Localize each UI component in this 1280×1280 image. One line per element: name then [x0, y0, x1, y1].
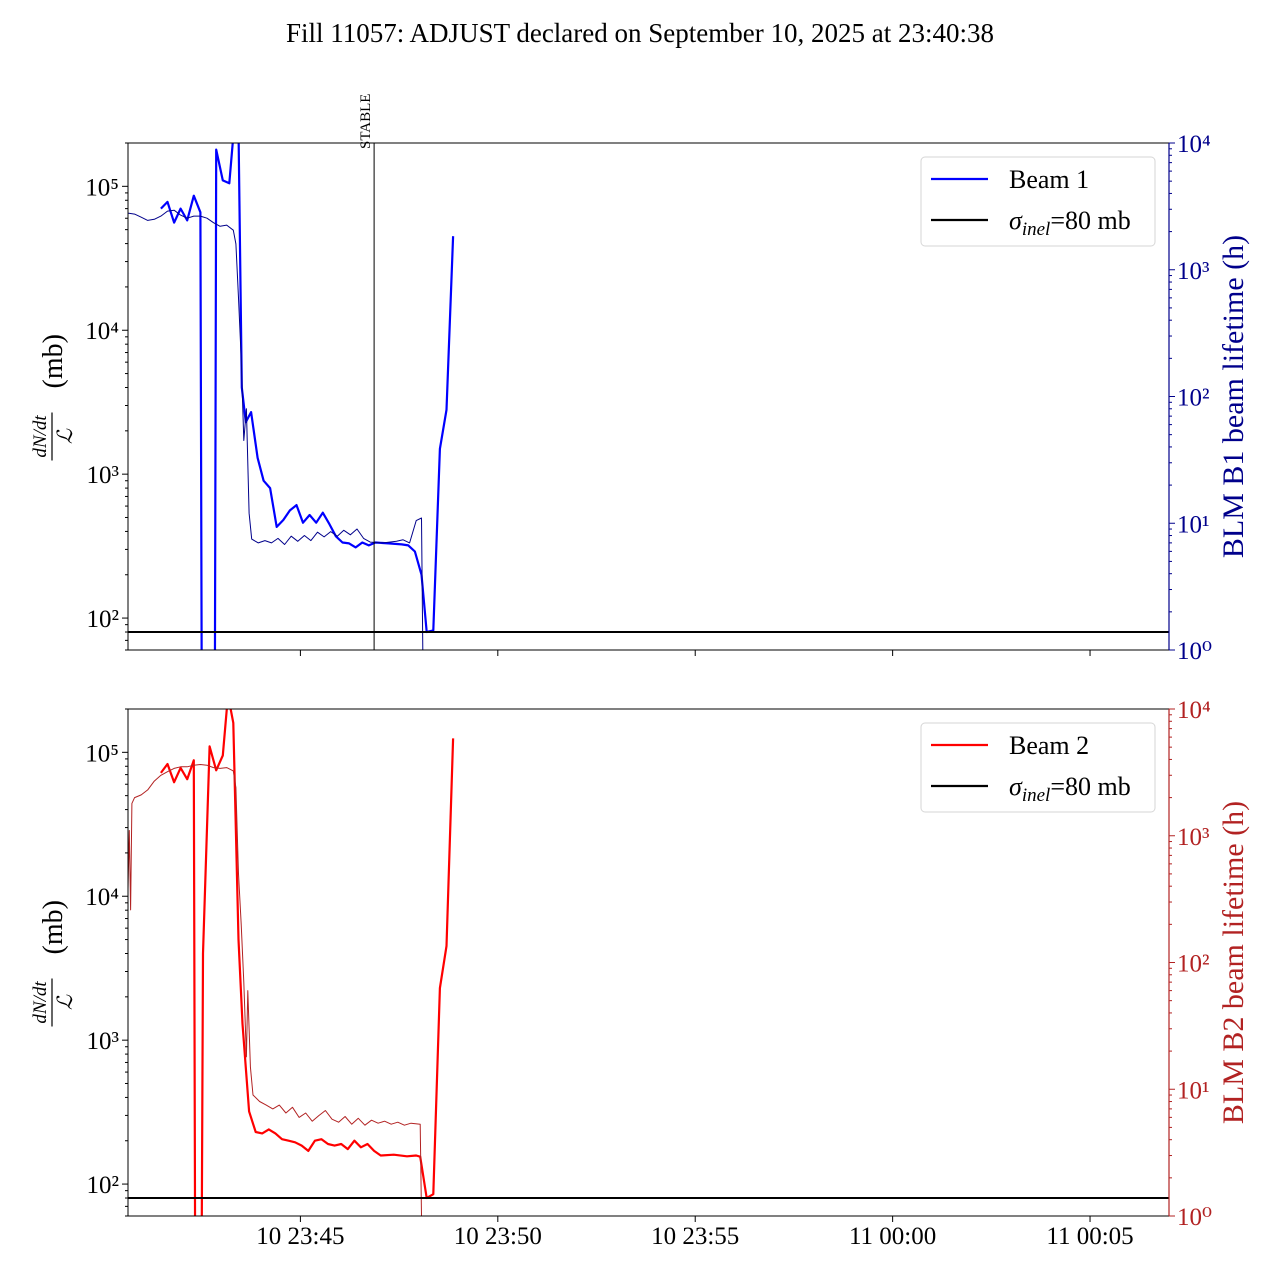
x-tick-label: 10 23:55: [651, 1223, 739, 1250]
lifetime-line-2: [128, 764, 422, 1216]
y2-tick-label: 10⁴: [1177, 131, 1211, 158]
legend-label: Beam 2: [1009, 731, 1089, 760]
x-tick-label: 10 23:50: [454, 1223, 542, 1250]
y-label-numerator: dN/dt: [30, 415, 51, 458]
lifetime-line-1: [128, 209, 424, 650]
y2-tick-label: 10⁴: [1177, 697, 1211, 724]
y2-tick-label: 10⁰: [1177, 638, 1212, 665]
y-label-unit: (mb): [38, 334, 69, 388]
legend-label: Beam 1: [1009, 165, 1089, 194]
y2-axis-label: BLM B2 beam lifetime (h): [1217, 801, 1250, 1124]
y-label-denominator: ℒ: [53, 428, 77, 444]
y-tick-label: 10³: [87, 462, 120, 489]
y2-tick-label: 10⁰: [1177, 1204, 1212, 1231]
legend-label: σinel=80 mb: [1009, 772, 1131, 806]
y-axis-label: dN/dt ℒ (mb): [30, 900, 77, 1027]
plot-area: [128, 709, 455, 1216]
legend: Beam 2 σinel=80 mb: [920, 722, 1156, 813]
stable-marker-label: STABLE: [358, 94, 374, 149]
figure-title: Fill 11057: ADJUST declared on September…: [286, 18, 994, 48]
plot-area: [128, 143, 455, 650]
y-tick-label: 10⁴: [85, 884, 119, 911]
y2-tick-label: 10²: [1177, 951, 1210, 978]
y2-tick-label: 10²: [1177, 385, 1210, 412]
x-tick-label: 11 00:00: [849, 1223, 936, 1250]
y2-tick-label: 10³: [1177, 824, 1210, 851]
y-tick-label: 10⁴: [85, 318, 119, 345]
y-tick-label: 10³: [87, 1028, 120, 1055]
y-tick-label: 10⁵: [85, 740, 119, 767]
y-axis-label: dN/dt ℒ (mb): [30, 334, 77, 461]
y-tick-label: 10⁵: [85, 174, 119, 201]
x-tick-label: 11 00:05: [1046, 1223, 1133, 1250]
y-tick-label: 10²: [87, 1172, 120, 1199]
y-label-denominator: ℒ: [53, 994, 77, 1010]
y2-tick-label: 10¹: [1177, 1077, 1210, 1104]
y-label-unit: (mb): [38, 900, 69, 954]
y2-tick-label: 10¹: [1177, 511, 1210, 538]
rate-line-2: [160, 709, 455, 1216]
y-tick-label: 10²: [87, 606, 120, 633]
legend-label: σinel=80 mb: [1009, 206, 1131, 240]
y-label-numerator: dN/dt: [30, 981, 51, 1024]
y2-tick-label: 10³: [1177, 258, 1210, 285]
rate-line-1: [160, 143, 455, 650]
y2-axis-label: BLM B1 beam lifetime (h): [1217, 235, 1250, 558]
x-tick-label: 10 23:45: [256, 1223, 344, 1250]
beam1-panel: STABLE 10² 10³ 10⁴ 10⁵ 10⁰ 10¹ 10² 10³ 10⁴ dN/dt ℒ (…: [30, 94, 1250, 665]
legend: Beam 1 σinel=80 mb: [920, 156, 1156, 247]
beam2-panel: 10 23:45 10 23:50 10 23:55 11 00:00 11 00:05…: [30, 697, 1250, 1250]
